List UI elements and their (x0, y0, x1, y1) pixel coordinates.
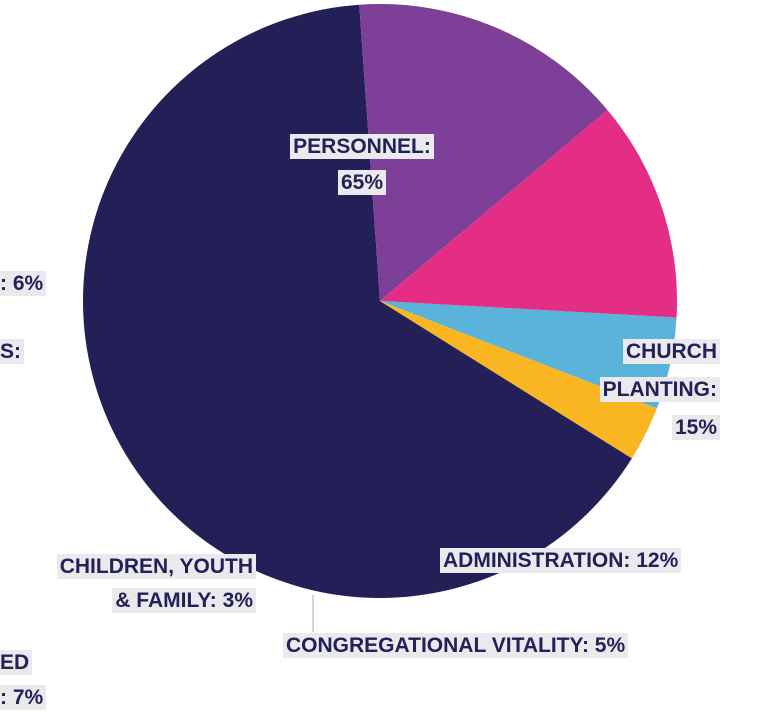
cutoff-label-left-2: S: (0, 339, 24, 365)
slice-label-children-youth-family-line-1: CHILDREN, YOUTH (56, 554, 256, 579)
cutoff-label-left-1: : 6% (0, 271, 47, 297)
cutoff-label-left-1-text: : 6% (0, 271, 47, 296)
slice-label-personnel-line-2: 65% (337, 170, 387, 195)
slice-label-church-planting: CHURCH PLANTING: 15% (540, 339, 720, 441)
cutoff-label-left-3: ED : 7% (0, 650, 47, 711)
cutoff-label-left-3-line-2: : 7% (0, 685, 47, 710)
pie-slice-administration (380, 110, 678, 318)
cutoff-label-left-3-line-1: ED (0, 650, 33, 675)
slice-label-congregational-vitality-line-1: CONGREGATIONAL VITALITY: 5% (283, 633, 629, 658)
pie-slice-personnel (83, 4, 632, 598)
slice-label-personnel-line-1: PERSONNEL: (290, 134, 434, 159)
slice-label-administration: ADMINISTRATION: 12% (440, 548, 682, 574)
slice-label-church-planting-line-3: 15% (671, 415, 720, 440)
pie-slice-church-planting (359, 3, 608, 302)
slice-label-church-planting-line-2: PLANTING: (599, 377, 720, 402)
slice-label-children-youth-family-line-2: & FAMILY: 3% (112, 588, 256, 613)
slice-label-children-youth-family: CHILDREN, YOUTH & FAMILY: 3% (20, 554, 256, 614)
pie-slices (83, 3, 678, 598)
slice-label-administration-line-1: ADMINISTRATION: 12% (440, 548, 682, 573)
slice-label-church-planting-line-1: CHURCH (623, 339, 720, 364)
slice-label-personnel: PERSONNEL: 65% (262, 134, 462, 196)
cutoff-label-left-2-text: S: (0, 339, 24, 364)
slice-label-congregational-vitality: CONGREGATIONAL VITALITY: 5% (283, 633, 629, 659)
pie-slice-children-youth-family (380, 301, 657, 459)
